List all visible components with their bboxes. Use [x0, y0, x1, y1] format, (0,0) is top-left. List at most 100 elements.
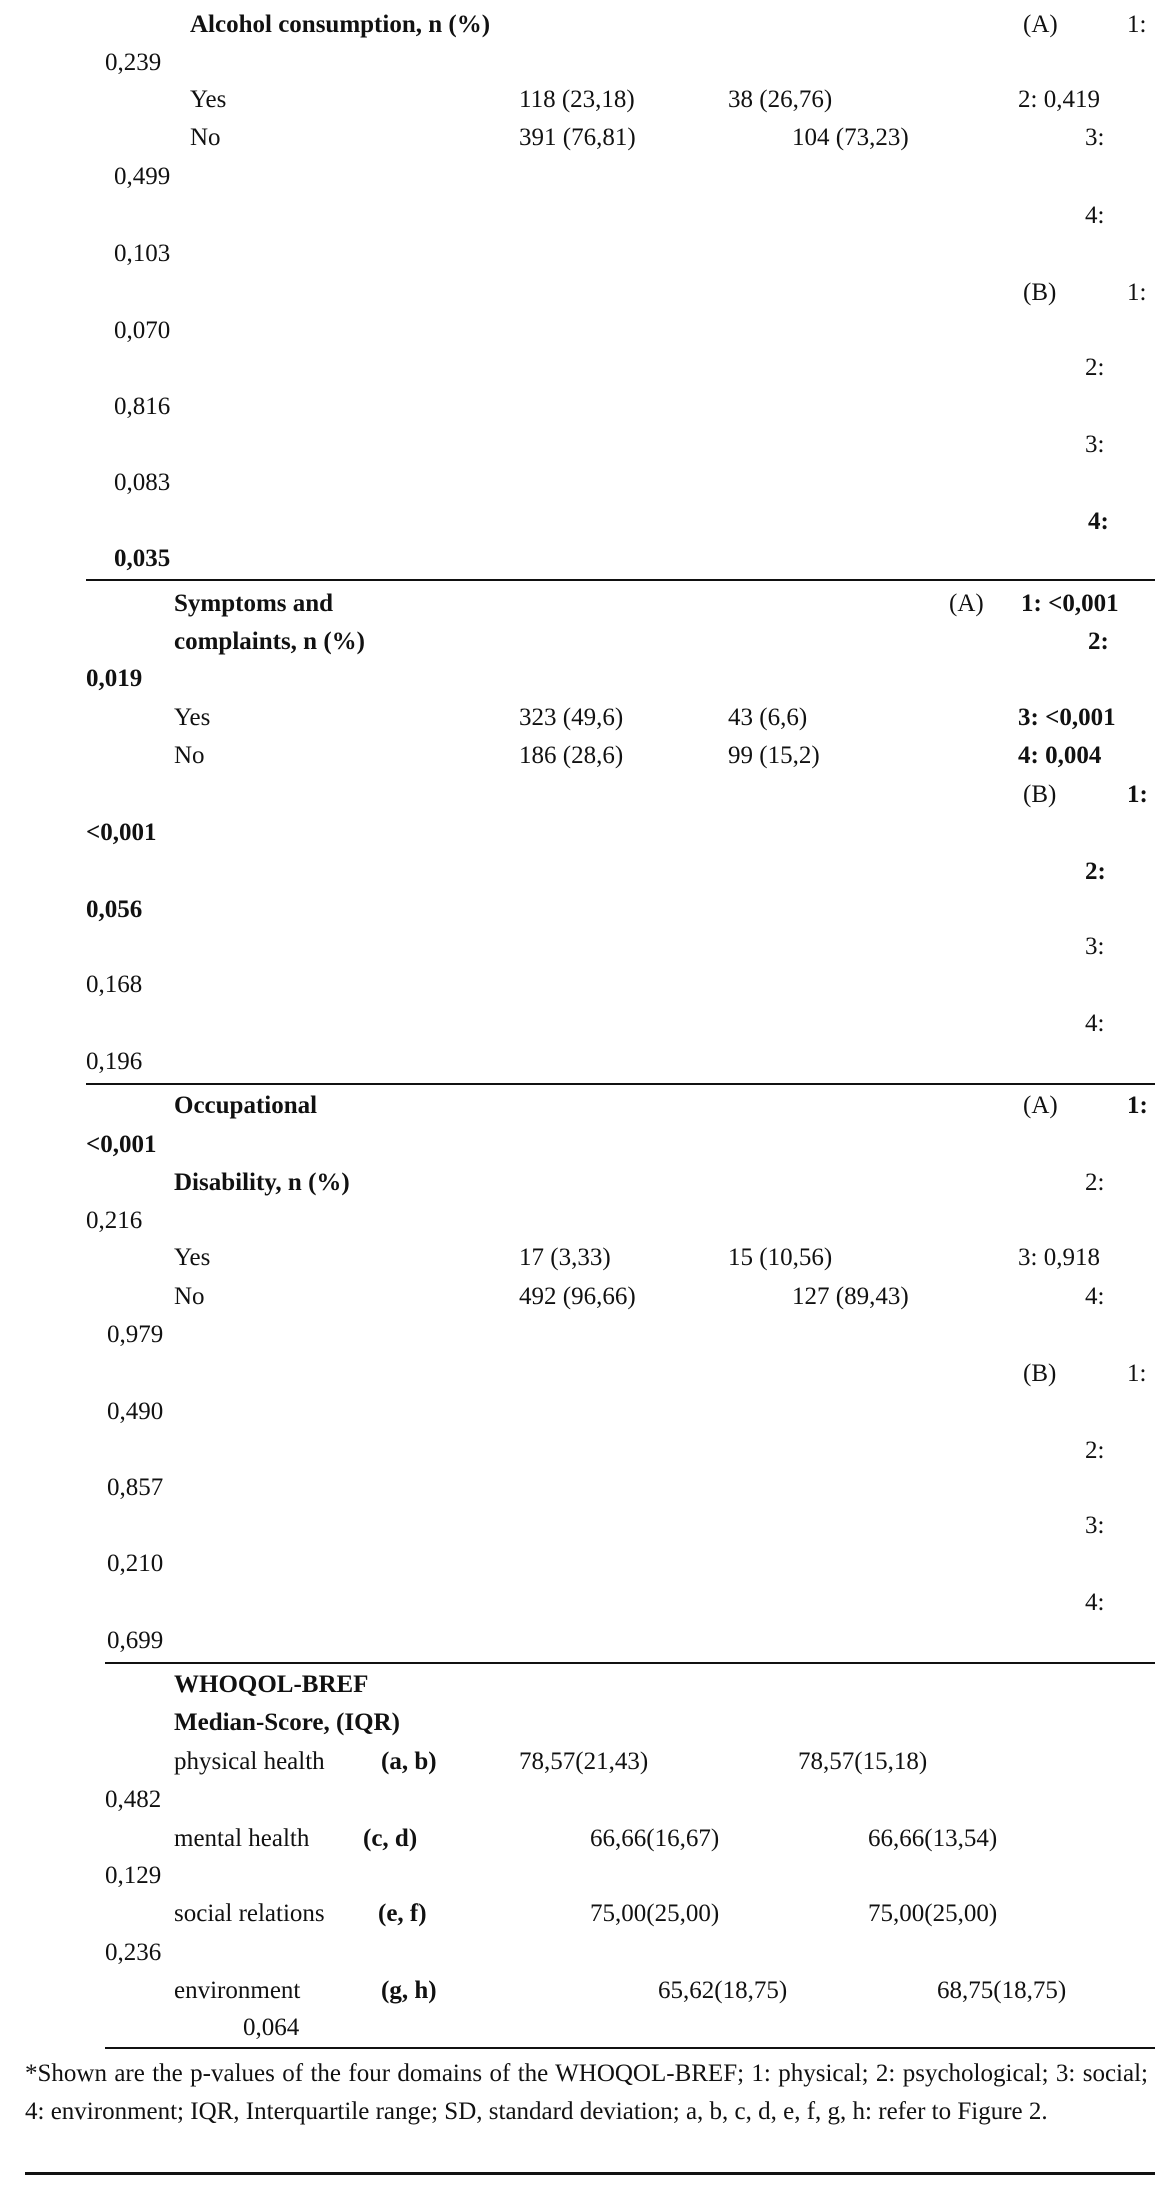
cell: 127 (89,43)	[792, 1283, 909, 1310]
cell: 65,62(18,75)	[658, 1977, 788, 2004]
p-value: <0,001	[86, 819, 157, 846]
p-value: 1:	[1127, 279, 1147, 306]
section-title: Symptoms and	[174, 590, 334, 617]
section-title: WHOQOL-BREF	[174, 1671, 369, 1698]
row-label: social relations	[174, 1900, 325, 1927]
section-title: complaints, n (%)	[174, 628, 365, 655]
p-value: 0,482	[105, 1786, 162, 1813]
p-value: 0,979	[107, 1321, 164, 1348]
row-code: (c, d)	[363, 1825, 418, 1852]
p-value: (A)	[1023, 11, 1058, 38]
p-value: 0,816	[114, 393, 171, 420]
p-value: 2:	[1085, 858, 1106, 885]
cell: 104 (73,23)	[792, 124, 909, 151]
section-title: Alcohol consumption, n (%)	[190, 11, 491, 38]
p-value: 2:	[1088, 628, 1109, 655]
p-value: 1: <0,001	[1021, 590, 1119, 617]
p-value: 2: 0,419	[1018, 86, 1100, 113]
rule	[105, 1662, 1155, 1664]
p-value: 0,699	[107, 1627, 164, 1654]
p-value: (B)	[1023, 1360, 1057, 1387]
cell: 68,75(18,75)	[937, 1977, 1067, 2004]
p-value: 1:	[1127, 1092, 1148, 1119]
cell: 391 (76,81)	[519, 124, 636, 151]
p-value: 0,103	[114, 240, 171, 267]
p-value: 3: <0,001	[1018, 704, 1116, 731]
p-value: 0,490	[107, 1398, 164, 1425]
rule	[86, 579, 1155, 581]
p-value: 0,064	[243, 2014, 300, 2041]
p-value: (A)	[949, 590, 984, 617]
p-value: 0,019	[86, 665, 143, 692]
p-value: 0,035	[114, 545, 171, 572]
p-value: 4:	[1085, 1010, 1105, 1037]
p-value: 4:	[1085, 1283, 1105, 1310]
p-value: 0,129	[105, 1862, 162, 1889]
p-value: 4:	[1085, 1589, 1105, 1616]
p-value: 0,070	[114, 317, 171, 344]
cell: 78,57(21,43)	[519, 1748, 649, 1775]
p-value: 3:	[1085, 431, 1105, 458]
cell: 75,00(25,00)	[590, 1900, 720, 1927]
p-value: 0,168	[86, 971, 143, 998]
p-value: 0,239	[105, 49, 162, 76]
cell: 99 (15,2)	[728, 742, 820, 769]
p-value: 1:	[1127, 781, 1148, 808]
p-value: 0,083	[114, 469, 171, 496]
row-code: (g, h)	[381, 1977, 437, 2004]
section-title: Occupational	[174, 1092, 318, 1119]
section-title: Median-Score, (IQR)	[174, 1709, 400, 1736]
p-value: (B)	[1023, 279, 1057, 306]
p-value: 2:	[1085, 1169, 1105, 1196]
row-code: (e, f)	[378, 1900, 427, 1927]
row-label: No	[174, 742, 205, 769]
row-label: No	[190, 124, 221, 151]
cell: 43 (6,6)	[728, 704, 808, 731]
row-label: environment	[174, 1977, 301, 2004]
p-value: 0,196	[86, 1048, 143, 1075]
p-value: 3:	[1085, 124, 1105, 151]
row-code: (a, b)	[381, 1748, 437, 1775]
p-value: 2:	[1085, 354, 1105, 381]
p-value: 0,210	[107, 1550, 164, 1577]
p-value: 3: 0,918	[1018, 1244, 1100, 1271]
row-label: Yes	[174, 1244, 211, 1271]
p-value: 2:	[1085, 1437, 1105, 1464]
p-value: 1:	[1127, 1360, 1147, 1387]
cell: 78,57(15,18)	[798, 1748, 928, 1775]
p-value: 3:	[1085, 933, 1105, 960]
footnote: *Shown are the p-values of the four doma…	[25, 2060, 1148, 2125]
p-value: 1:	[1127, 11, 1147, 38]
cell: 17 (3,33)	[519, 1244, 611, 1271]
rule	[86, 1083, 1155, 1085]
p-value: 0,216	[86, 1207, 143, 1234]
cell: 66,66(13,54)	[868, 1825, 998, 1852]
row-label: No	[174, 1283, 205, 1310]
p-value: 0,857	[107, 1474, 164, 1501]
row-label: mental health	[174, 1825, 310, 1852]
row-label: Yes	[174, 704, 211, 731]
p-value: (A)	[1023, 1092, 1058, 1119]
cell: 75,00(25,00)	[868, 1900, 998, 1927]
p-value: 0,236	[105, 1939, 162, 1966]
section-title: Disability, n (%)	[174, 1169, 350, 1196]
row-label: Yes	[190, 86, 227, 113]
cell: 186 (28,6)	[519, 742, 624, 769]
rule	[25, 2172, 1155, 2175]
p-value: 4:	[1085, 202, 1105, 229]
p-value: <0,001	[86, 1131, 157, 1158]
cell: 15 (10,56)	[728, 1244, 833, 1271]
p-value: 4: 0,004	[1018, 742, 1102, 769]
p-value: 0,056	[86, 896, 143, 923]
p-value: 0,499	[114, 163, 171, 190]
rule	[105, 2047, 1155, 2049]
cell: 38 (26,76)	[728, 86, 833, 113]
p-value: (B)	[1023, 781, 1057, 808]
p-value: 3:	[1085, 1512, 1105, 1539]
cell: 118 (23,18)	[519, 86, 635, 113]
cell: 66,66(16,67)	[590, 1825, 720, 1852]
cell: 323 (49,6)	[519, 704, 624, 731]
row-label: physical health	[174, 1748, 325, 1775]
p-value: 4:	[1088, 508, 1109, 535]
